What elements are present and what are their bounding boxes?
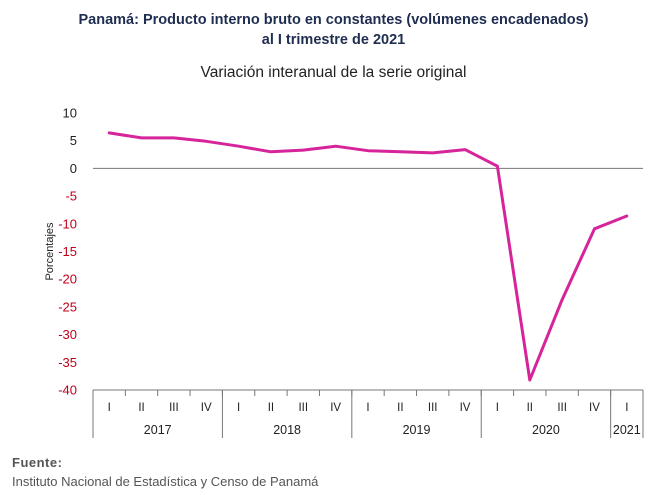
- year-label: 2019: [403, 423, 431, 437]
- quarter-label: I: [625, 402, 628, 414]
- quarter-label: I: [366, 402, 369, 414]
- year-label: 2018: [273, 423, 301, 437]
- quarter-label: IV: [460, 402, 471, 414]
- quarter-label: III: [557, 402, 567, 414]
- y-axis-label: Porcentajes: [44, 222, 56, 281]
- year-label: 2021: [613, 423, 641, 437]
- series-line: [107, 131, 629, 382]
- y-tick-label: -30: [58, 327, 77, 342]
- y-tick-label: -40: [58, 383, 77, 398]
- y-tick-label: 0: [70, 161, 77, 176]
- y-tick-label: -10: [58, 216, 77, 231]
- quarter-label: IV: [589, 402, 600, 414]
- year-label: 2020: [532, 423, 560, 437]
- quarter-label: I: [108, 402, 111, 414]
- y-tick-label: 5: [70, 133, 77, 148]
- quarter-label: II: [138, 402, 144, 414]
- quarter-label: III: [428, 402, 438, 414]
- quarter-label: II: [397, 402, 403, 414]
- quarter-label: II: [268, 402, 274, 414]
- quarter-label: I: [237, 402, 240, 414]
- y-tick-label: -20: [58, 272, 77, 287]
- y-tick-label: 10: [63, 106, 77, 121]
- quarter-label: IV: [330, 402, 341, 414]
- chart-title-line1: Panamá: Producto interno bruto en consta…: [78, 12, 589, 28]
- quarter-label: II: [527, 402, 533, 414]
- y-tick-label: -25: [58, 299, 77, 314]
- y-tick-label: -5: [65, 189, 77, 204]
- source-label: Fuente:: [12, 455, 63, 470]
- quarter-label: III: [169, 402, 179, 414]
- quarter-label: III: [298, 402, 308, 414]
- y-tick-label: -35: [58, 355, 77, 370]
- y-tick-label: -15: [58, 244, 77, 259]
- year-label: 2017: [144, 423, 172, 437]
- chart-subtitle: Variación interanual de la serie origina…: [200, 64, 467, 81]
- source-text: Instituto Nacional de Estadística y Cens…: [12, 474, 319, 489]
- chart-title-line2: al I trimestre de 2021: [261, 32, 406, 48]
- quarter-label: IV: [201, 402, 212, 414]
- quarter-label: I: [496, 402, 499, 414]
